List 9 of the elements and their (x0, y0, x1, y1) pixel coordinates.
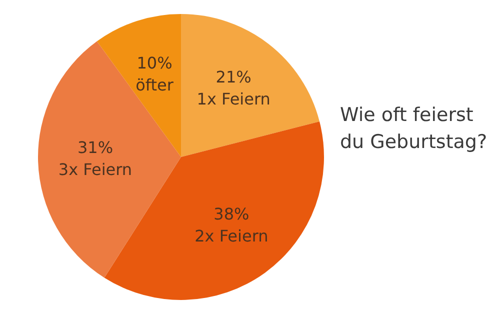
text: Wie oft feierst du Geburtstag? (340, 103, 488, 155)
data-label: 38% (214, 204, 250, 224)
slice-label: 3x Feiern (58, 160, 132, 179)
data-label: 21% (216, 67, 252, 86)
slice-label: öfter (136, 76, 174, 95)
slice-label: 2x Feiern (194, 226, 268, 246)
data-label: 31% (77, 138, 114, 157)
slice-label: 1x Feiern (196, 89, 270, 108)
data-label: 10% (136, 54, 172, 73)
